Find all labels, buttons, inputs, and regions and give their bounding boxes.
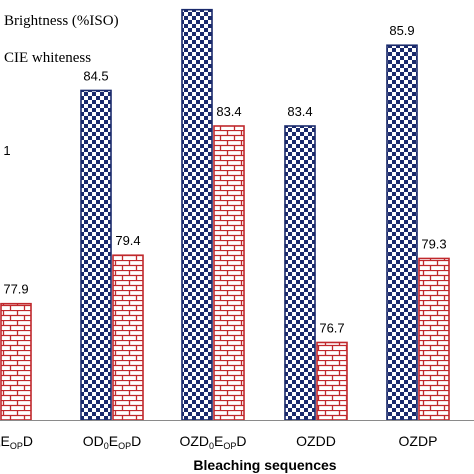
value-label-brightness-5: 85.9 <box>389 23 414 38</box>
bar-brightness-2 <box>80 89 112 421</box>
category-labels: D0EOPD OD0EOPD OZD0EOPD OZDD OZDP <box>0 433 437 451</box>
value-labels: 1 77.9 84.5 79.4 87.0 83.4 83.4 76.7 85.9 79.3 <box>3 0 446 335</box>
bar-cie-whiteness-1 <box>0 302 32 421</box>
value-label-brightness-3: 87.0 <box>184 0 209 3</box>
value-label-brightness-1: 1 <box>3 143 10 158</box>
bar-brightness-5 <box>386 44 418 421</box>
category-label-1: D0EOPD <box>0 433 33 451</box>
x-axis-title: Bleaching sequences <box>193 457 336 473</box>
legend-brightness: Brightness (%ISO) <box>4 13 119 29</box>
category-label-5: OZDP <box>399 433 438 449</box>
bars <box>0 8 450 421</box>
value-label-cie-whiteness-3: 83.4 <box>216 104 241 119</box>
bar-brightness-3 <box>181 8 213 421</box>
value-label-brightness-2: 84.5 <box>83 68 108 83</box>
bar-cie-whiteness-4 <box>316 341 348 421</box>
bar-cie-whiteness-2 <box>112 254 144 421</box>
value-label-cie-whiteness-4: 76.7 <box>319 320 344 335</box>
bar-brightness-4 <box>284 125 316 421</box>
category-label-3: OZD0EOPD <box>179 433 246 451</box>
category-label-2: OD0EOPD <box>83 433 142 451</box>
value-label-brightness-4: 83.4 <box>287 104 312 119</box>
legend: Brightness (%ISO) CIE whiteness <box>4 13 119 66</box>
bar-cie-whiteness-3 <box>213 125 245 421</box>
value-label-cie-whiteness-5: 79.3 <box>421 236 446 251</box>
value-label-cie-whiteness-1: 77.9 <box>3 282 28 297</box>
category-label-4: OZDD <box>296 433 336 449</box>
value-label-cie-whiteness-2: 79.4 <box>115 233 140 248</box>
legend-cie-whiteness: CIE whiteness <box>4 50 91 66</box>
bar-cie-whiteness-5 <box>418 257 450 421</box>
